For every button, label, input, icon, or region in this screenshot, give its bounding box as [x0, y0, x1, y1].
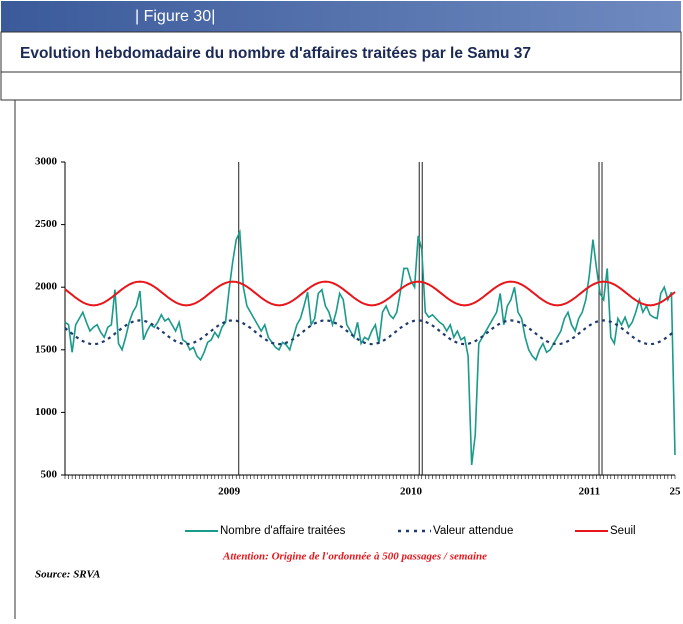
title-box	[0, 31, 682, 101]
source: Source: SRVA	[35, 569, 100, 581]
x-tick-label: 2009	[218, 486, 241, 498]
x-tick-label: 25	[670, 486, 682, 498]
y-tick-label: 1500	[35, 343, 58, 355]
legend-label: Nombre d'affaire traitées	[220, 525, 346, 537]
header-label: | Figure 30|	[135, 8, 215, 25]
series-line	[64, 228, 676, 466]
series-line	[64, 280, 676, 307]
chart-title: Evolution hebdomadaire du nombre d'affai…	[20, 45, 531, 62]
plot: 500 1000 1500 2000 2500 3000 2009 2010 2011 25 Nom…	[35, 156, 681, 538]
annotation: Attention: Origine de l'ordonnée à 500 p…	[222, 551, 487, 563]
legend-label: Valeur attendue	[433, 525, 513, 537]
y-tick-label: 2500	[35, 218, 58, 230]
x-tick-label: 2010	[400, 486, 423, 498]
y-tick-label: 3000	[35, 156, 58, 168]
x-tick-label: 2011	[579, 486, 600, 498]
series-line	[64, 319, 676, 346]
legend-label: Seuil	[610, 525, 636, 537]
y-tick-label: 1000	[35, 406, 58, 418]
header-bar	[1, 1, 681, 32]
y-tick-label: 500	[41, 469, 58, 481]
y-tick-label: 2000	[35, 281, 58, 293]
